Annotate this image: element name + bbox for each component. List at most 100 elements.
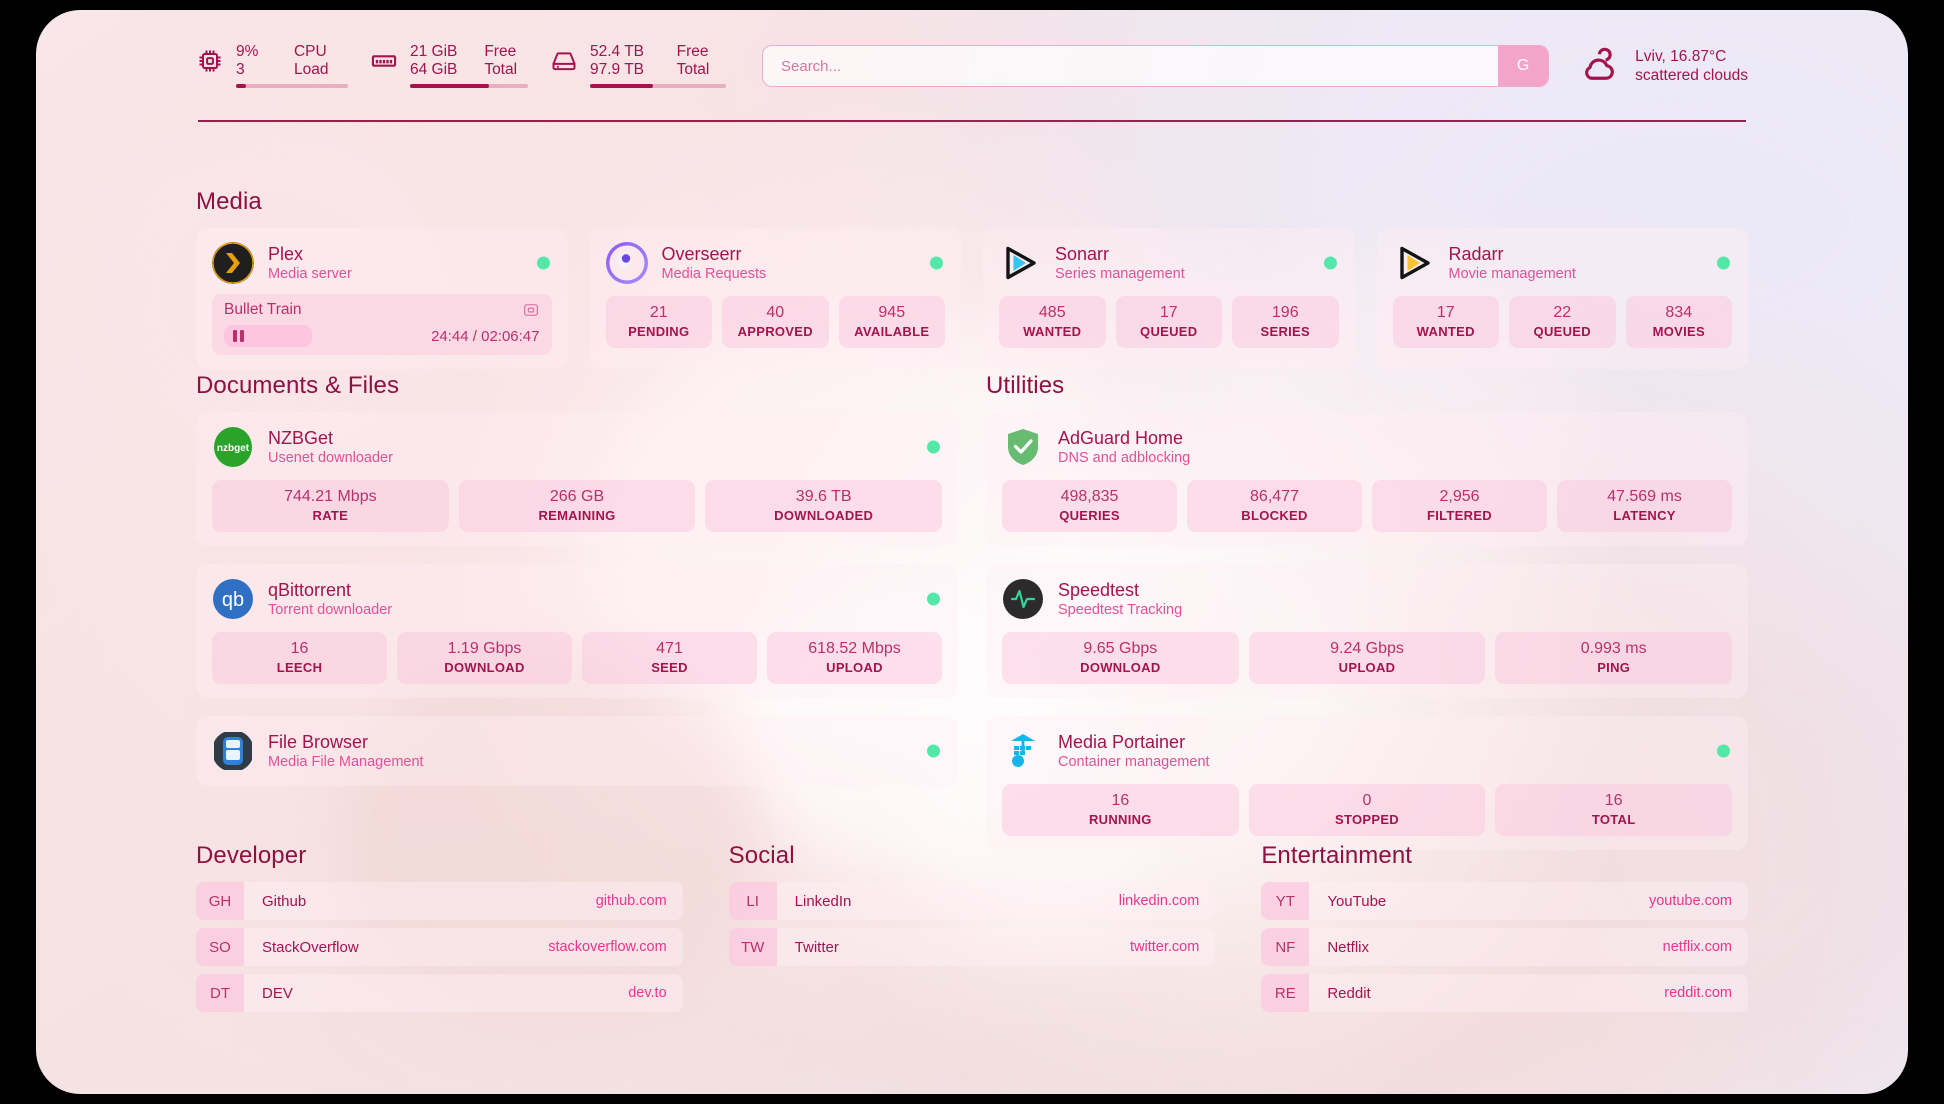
- service-card-file-browser[interactable]: File Browser Media File Management: [196, 716, 958, 786]
- memory-usage-bar: [410, 83, 528, 88]
- bookmark-name: Twitter: [794, 938, 839, 956]
- bookmark-url: linkedin.com: [1118, 893, 1200, 909]
- service-subtitle: Movie management: [1448, 265, 1576, 282]
- bookmark-item-dev[interactable]: DT DEV dev.to: [196, 974, 683, 1012]
- service-card-media-portainer[interactable]: Media Portainer Container management 16 …: [986, 716, 1748, 850]
- stat-label: AVAILABLE: [854, 324, 930, 339]
- service-name: Sonarr: [1055, 243, 1110, 264]
- stat-value: 1.19 Gbps: [447, 640, 522, 657]
- stat-label: PENDING: [628, 324, 690, 339]
- bookmark-group-entertainment: Entertainment YT YouTube youtube.com NF …: [1261, 842, 1748, 1012]
- service-subtitle: DNS and adblocking: [1058, 449, 1191, 466]
- weather-widget[interactable]: Lviv, 16.87°C scattered clouds: [1579, 45, 1748, 87]
- service-subtitle: Speedtest Tracking: [1058, 601, 1183, 618]
- cpu-usage-value: 9%: [236, 42, 259, 60]
- speedtest-icon: [1002, 578, 1044, 620]
- stat-movies: 834 MOVIES: [1625, 296, 1732, 348]
- stat-label: LEECH: [276, 660, 323, 675]
- status-indicator-online: [1717, 256, 1730, 270]
- pause-icon[interactable]: [224, 325, 312, 347]
- search-engine-button[interactable]: G: [1498, 46, 1549, 86]
- service-card-qbittorrent[interactable]: qb qBittorrent Torrent downloader 16 LEE…: [196, 564, 958, 698]
- service-name: Media Portainer: [1058, 731, 1186, 752]
- search-bar[interactable]: G: [762, 45, 1550, 87]
- bookmark-item-twitter[interactable]: TW Twitter twitter.com: [728, 928, 1216, 966]
- bookmark-abbr: YT: [1261, 882, 1310, 920]
- stat-queries: 498,835 QUERIES: [1002, 480, 1177, 532]
- stat-value: 16: [1604, 792, 1623, 809]
- status-indicator-online: [1717, 744, 1730, 758]
- stat-value: 17: [1159, 304, 1178, 321]
- bookmark-item-stackoverflow[interactable]: SO StackOverflow stackoverflow.com: [196, 928, 683, 966]
- stat-ping: 0.993 ms PING: [1495, 632, 1733, 684]
- stat-label: QUEUED: [1140, 324, 1198, 339]
- service-card-speedtest[interactable]: Speedtest Speedtest Tracking 9.65 Gbps D…: [986, 564, 1748, 698]
- weather-condition: scattered clouds: [1635, 67, 1748, 84]
- section-title-media: Media: [196, 188, 262, 215]
- service-card-nzbget[interactable]: nzbget NZBGet Usenet downloader 744.21 M…: [196, 412, 958, 546]
- service-subtitle: Torrent downloader: [268, 601, 393, 618]
- service-name: Speedtest: [1058, 579, 1140, 600]
- bookmark-url: netflix.com: [1662, 939, 1732, 955]
- memory-total-label: Total: [484, 60, 518, 78]
- bookmark-item-linkedin[interactable]: LI LinkedIn linkedin.com: [728, 882, 1216, 920]
- svg-text:qb: qb: [222, 589, 244, 611]
- cpu-usage-label: CPU: [293, 42, 327, 60]
- stat-value: 471: [656, 640, 683, 657]
- stat-value: 16: [290, 640, 309, 657]
- nzbget-icon: nzbget: [212, 426, 254, 468]
- disk-total-label: Total: [676, 60, 710, 78]
- status-indicator-online: [536, 256, 550, 270]
- bookmark-group-title: Developer: [196, 842, 307, 869]
- resource-disk: 52.4 TB Free 97.9 TB Total: [550, 43, 726, 90]
- section-title-utilities: Utilities: [986, 372, 1065, 399]
- stat-filtered: 2,956 FILTERED: [1372, 480, 1547, 532]
- service-name: Plex: [268, 243, 304, 264]
- stat-leech: 16 LEECH: [212, 632, 387, 684]
- service-card-sonarr[interactable]: Sonarr Series management 485 WANTED 17 Q…: [983, 228, 1355, 369]
- bookmark-abbr: NF: [1261, 928, 1310, 966]
- file-browser-icon: [212, 730, 254, 772]
- section-utilities: Utilities AdGuard Home DNS and adblockin…: [986, 372, 1748, 850]
- plex-icon: [212, 242, 254, 284]
- service-card-radarr[interactable]: Radarr Movie management 17 WANTED 22 QUE…: [1376, 228, 1748, 369]
- stat-label: LATENCY: [1613, 508, 1676, 523]
- service-subtitle: Series management: [1055, 265, 1185, 282]
- stat-value: 22: [1553, 304, 1572, 321]
- status-indicator-online: [927, 440, 940, 454]
- service-subtitle: Container management: [1058, 753, 1210, 770]
- stat-value: 2,956: [1439, 488, 1480, 505]
- cast-icon[interactable]: [522, 301, 540, 319]
- bookmark-item-youtube[interactable]: YT YouTube youtube.com: [1261, 882, 1748, 920]
- cpu-load-value: 3: [236, 60, 245, 78]
- stat-value: 86,477: [1250, 488, 1299, 505]
- bookmark-group-social: Social LI LinkedIn linkedin.com TW Twitt…: [728, 842, 1216, 1012]
- service-card-overseerr[interactable]: Overseerr Media Requests 21 PENDING 40 A…: [589, 228, 961, 369]
- stat-label: RUNNING: [1088, 812, 1152, 827]
- stat-label: DOWNLOADED: [774, 508, 874, 523]
- search-input[interactable]: [763, 46, 1499, 86]
- sonarr-icon: [999, 242, 1041, 284]
- stat-seed: 471 SEED: [582, 632, 757, 684]
- status-indicator-online: [1323, 256, 1337, 270]
- stat-label: PING: [1597, 660, 1631, 675]
- memory-ram-icon: [370, 47, 398, 75]
- bookmark-item-github[interactable]: GH Github github.com: [196, 882, 683, 920]
- disk-usage-bar: [590, 83, 726, 88]
- bookmark-item-reddit[interactable]: RE Reddit reddit.com: [1261, 974, 1748, 1012]
- bookmark-item-netflix[interactable]: NF Netflix netflix.com: [1261, 928, 1748, 966]
- section-documents-files: Documents & Files nzbget NZBGet Usenet d…: [196, 372, 958, 850]
- bookmark-group-developer: Developer GH Github github.com SO StackO…: [196, 842, 683, 1012]
- service-name: Overseerr: [661, 243, 742, 264]
- bookmark-url: dev.to: [628, 985, 667, 1001]
- service-card-adguard-home[interactable]: AdGuard Home DNS and adblocking 498,835 …: [986, 412, 1748, 546]
- bookmark-url: twitter.com: [1130, 939, 1200, 955]
- service-card-plex[interactable]: Plex Media server Bullet Train: [196, 228, 568, 369]
- hard-drive-icon: [550, 47, 578, 75]
- stat-value: 40: [766, 304, 785, 321]
- stat-label: RATE: [312, 508, 349, 523]
- cpu-chip-icon: [196, 47, 224, 75]
- stat-label: QUERIES: [1059, 508, 1120, 523]
- disk-free-label: Free: [676, 42, 709, 60]
- header-divider: [198, 120, 1746, 122]
